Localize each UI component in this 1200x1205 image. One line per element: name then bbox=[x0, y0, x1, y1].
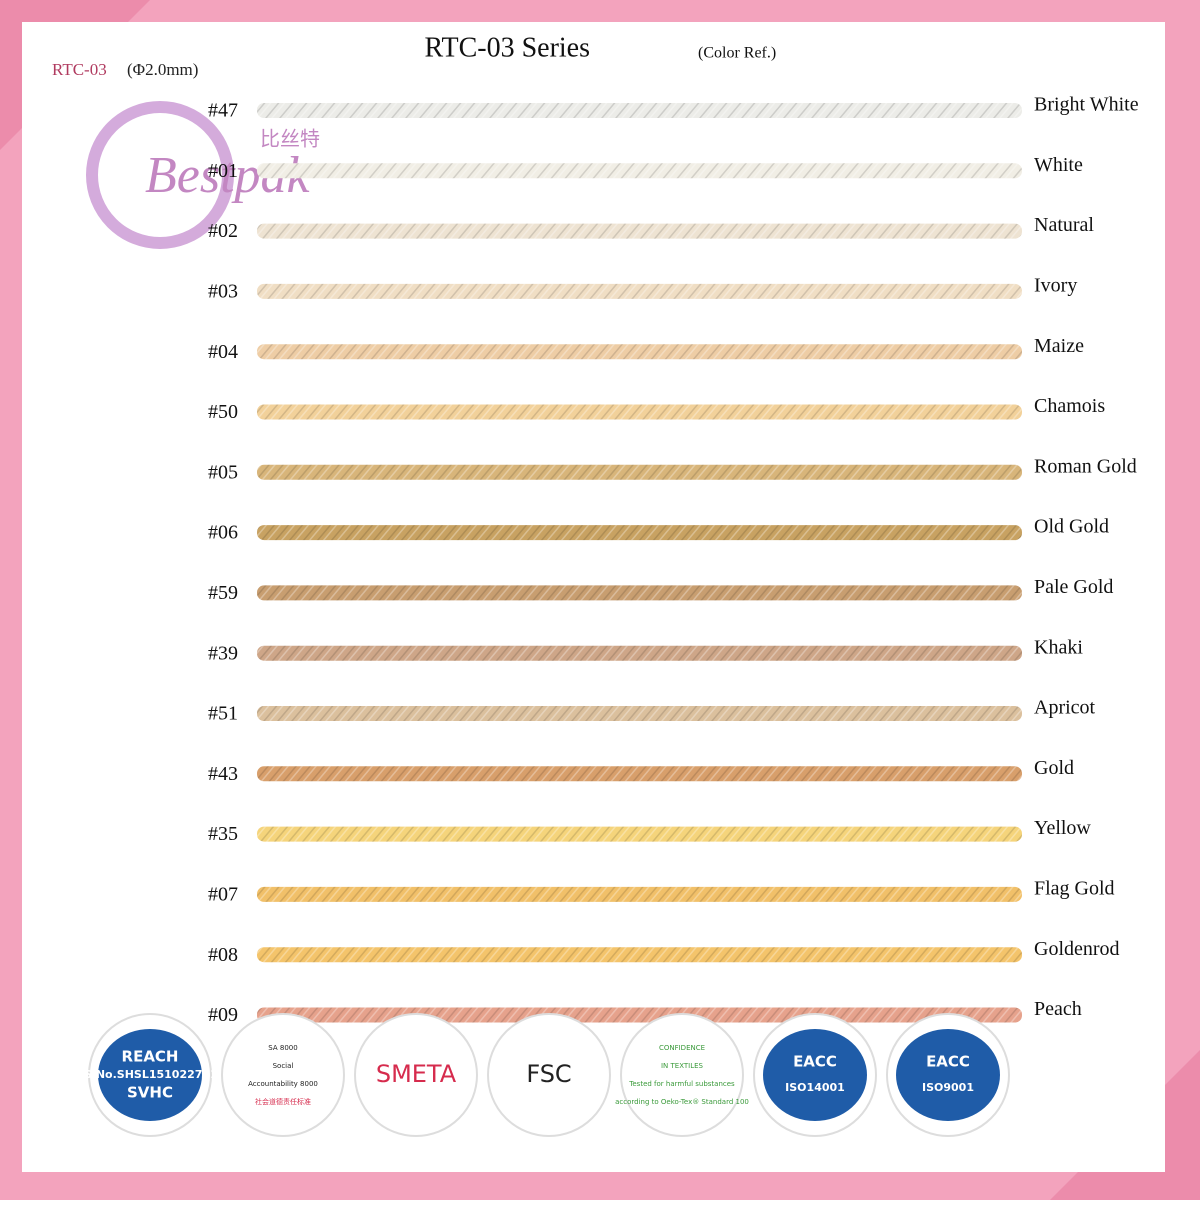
badge-text: REACH bbox=[122, 1048, 179, 1066]
cord-twist bbox=[257, 585, 1022, 601]
badge-text: SGS No.SHSL1510227711T bbox=[67, 1068, 233, 1081]
color-name: Ivory bbox=[1034, 274, 1077, 296]
badge-text: EACC bbox=[926, 1053, 970, 1071]
color-code: #39 bbox=[208, 642, 238, 664]
badge bbox=[487, 1013, 611, 1137]
badge-text: Accountability 8000 bbox=[248, 1080, 318, 1088]
badge-inner bbox=[98, 1029, 202, 1121]
color-name: Flag Gold bbox=[1034, 877, 1115, 899]
cord-twist bbox=[257, 947, 1022, 963]
color-code: #50 bbox=[208, 401, 238, 423]
color-code: #07 bbox=[208, 883, 238, 905]
color-name: Natural bbox=[1034, 214, 1094, 236]
badge-text: Social bbox=[273, 1062, 294, 1070]
color-code: #51 bbox=[208, 703, 238, 725]
cord-twist bbox=[257, 886, 1022, 902]
color-code: #08 bbox=[208, 944, 238, 966]
color-code: #01 bbox=[208, 160, 238, 182]
cord-twist bbox=[257, 464, 1022, 480]
badge-inner bbox=[896, 1029, 1000, 1121]
cord-twist bbox=[257, 766, 1022, 782]
badge bbox=[354, 1013, 478, 1137]
badge-text: SA 8000 bbox=[268, 1044, 297, 1052]
logo-chinese: 比丝特 bbox=[260, 127, 320, 151]
spec: (Φ2.0mm) bbox=[127, 60, 198, 79]
cord-twist bbox=[257, 223, 1022, 239]
color-name: Pale Gold bbox=[1034, 576, 1113, 598]
color-name: Peach bbox=[1034, 998, 1082, 1020]
badge-text: according to Oeko-Tex® Standard 100 bbox=[615, 1098, 749, 1106]
cord-twist bbox=[257, 163, 1022, 179]
subtitle: (Color Ref.) bbox=[698, 45, 776, 62]
color-name: Bright White bbox=[1034, 94, 1139, 116]
badge-text: 社会道德责任标准 bbox=[255, 1097, 311, 1106]
title: RTC-03 Series bbox=[424, 32, 590, 63]
color-code: #47 bbox=[208, 100, 238, 122]
color-code: #02 bbox=[208, 220, 238, 242]
badge-text: ISO14001 bbox=[785, 1081, 845, 1094]
cord-twist bbox=[257, 1007, 1022, 1023]
badge-text: Tested for harmful substances bbox=[628, 1080, 735, 1088]
color-code: #35 bbox=[208, 823, 238, 845]
badge-text: EACC bbox=[793, 1053, 837, 1071]
color-code: #59 bbox=[208, 582, 238, 604]
color-name: Chamois bbox=[1034, 395, 1105, 417]
model: RTC-03 bbox=[52, 60, 107, 79]
color-code: #03 bbox=[208, 280, 238, 302]
logo-ring bbox=[86, 101, 234, 249]
badge-text: IN TEXTILES bbox=[661, 1062, 704, 1070]
cord-twist bbox=[257, 826, 1022, 842]
color-name: Old Gold bbox=[1034, 516, 1109, 538]
badge-inner bbox=[763, 1029, 867, 1121]
cord-twist bbox=[257, 645, 1022, 661]
badge-text: CONFIDENCE bbox=[659, 1044, 705, 1052]
color-name: Goldenrod bbox=[1034, 938, 1120, 960]
cord-twist bbox=[257, 344, 1022, 360]
badge-text: FSC bbox=[526, 1060, 571, 1088]
color-code: #05 bbox=[208, 461, 238, 483]
cord-twist bbox=[257, 283, 1022, 299]
color-name: White bbox=[1034, 154, 1083, 176]
color-name: Roman Gold bbox=[1034, 455, 1137, 477]
color-name: Maize bbox=[1034, 335, 1084, 357]
cord-twist bbox=[257, 103, 1022, 118]
cord-twist bbox=[257, 525, 1022, 541]
badge bbox=[221, 1013, 345, 1137]
color-code: #09 bbox=[208, 1004, 238, 1026]
color-name: Gold bbox=[1034, 757, 1074, 779]
color-name: Apricot bbox=[1034, 697, 1096, 719]
cord-twist bbox=[257, 706, 1022, 721]
color-name: Khaki bbox=[1034, 636, 1083, 658]
color-code: #06 bbox=[208, 522, 238, 544]
cord-twist bbox=[257, 404, 1022, 420]
badge bbox=[620, 1013, 744, 1137]
color-name: Yellow bbox=[1034, 817, 1091, 839]
badge-text: SMETA bbox=[376, 1060, 457, 1088]
badge-text: SVHC bbox=[127, 1084, 173, 1102]
color-code: #43 bbox=[208, 763, 238, 785]
color-code: #04 bbox=[208, 341, 238, 363]
badge-text: ISO9001 bbox=[922, 1081, 974, 1094]
